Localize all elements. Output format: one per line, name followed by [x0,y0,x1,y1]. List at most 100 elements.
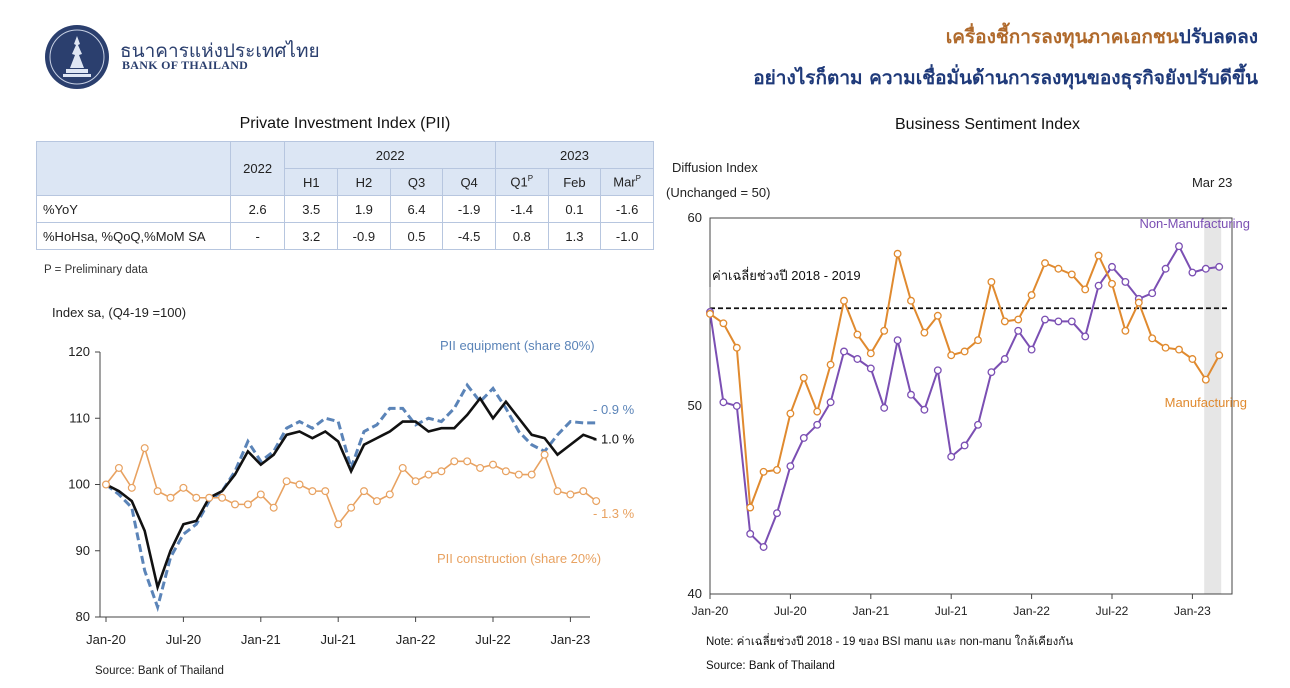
data-point [231,500,240,509]
data-point [732,402,741,410]
legend-equipment: PII equipment (share 80%) [440,338,595,353]
table-cell: -1.4 [494,195,549,223]
table-cell: 3.5 [284,195,339,223]
data-point [799,373,808,382]
table-footnote: P = Preliminary data [44,264,148,276]
data-point [893,336,902,345]
row-label-yoy: %YoY [36,195,231,223]
data-point [527,470,536,479]
pii-table-title: Private Investment Index (PII) [239,115,451,132]
data-point [463,457,472,466]
bsi-index-chart: Mar 23 40 50 60 Jan-20 Jul-20 Jan-21 Jul-21 Jan-… [688,175,1250,672]
highlight-label: Mar 23 [1192,175,1232,190]
data-point [719,398,728,407]
mar-label: Mar [613,174,636,190]
y-tick-label: 90 [76,543,90,558]
data-point [853,330,862,339]
table-header-feb: Feb [547,168,602,196]
table-header-q1: Q1P [494,168,549,196]
data-point [960,441,969,450]
table-header-h1: H1 [284,168,339,196]
data-point [127,483,136,492]
data-point [1215,351,1224,360]
data-point [1041,315,1049,324]
x-tick-label: Jan-21 [852,604,889,618]
bsi-ylabel-line-2: (Unchanged = 50) [666,185,771,200]
data-point [920,328,929,337]
x-tick-label: Jan-21 [241,632,281,647]
x-tick-label: Jan-22 [1013,604,1050,618]
series-end-label: - 0.9 % [593,402,635,417]
average-line-label: ค่าเฉลี่ยช่วงปี 2018 - 2019 [712,267,861,283]
x-tick-label: Jul-20 [774,604,807,618]
data-point [866,364,875,373]
source-label: Source: Bank of Thailand [706,660,835,672]
data-point [540,450,549,459]
data-point [101,480,110,489]
legend-non-manufacturing: Non-Manufacturing [1139,216,1250,231]
table-cell: -1.6 [600,195,654,223]
y-tick-label: 100 [68,477,90,492]
data-point [813,407,822,416]
data-point [385,490,394,499]
bank-of-thailand-logo-seal [45,25,109,89]
legend-manufacturing: Manufacturing [1165,395,1247,410]
data-point [1161,264,1170,273]
data-point [514,470,523,479]
data-point [866,349,875,358]
pii-table: 2022 2022 2023 H1 H2 Q3 Q4 Q1P Feb MarP … [36,141,655,250]
data-point [372,497,381,506]
data-point [1081,332,1090,341]
table-cell: 0.1 [547,195,602,223]
data-point [786,462,795,471]
data-point [1121,277,1130,286]
data-point [1000,355,1009,363]
data-point [799,434,808,442]
x-tick-label: Jan-23 [1174,604,1211,618]
data-point [1054,264,1063,273]
data-point [1108,262,1116,271]
q1-superscript: P [527,174,534,184]
data-point [1121,326,1130,335]
data-point [1188,355,1197,363]
data-point [1148,334,1157,343]
x-tick-label: Jan-20 [86,632,126,647]
data-point [205,493,214,502]
y-tick-label: 50 [688,398,702,413]
table-cell: 6.4 [389,195,444,223]
org-name-thai: ธนาคารแห่งประเทศไทย [120,40,320,62]
data-point [166,493,175,502]
data-point [553,487,562,496]
data-point [489,460,498,469]
data-point [1108,279,1116,288]
data-point [334,520,343,529]
highlight-band [1204,218,1222,594]
x-tick-label: Jul-22 [475,632,510,647]
data-point [933,366,942,375]
series-end-label: - 1.0 % [593,431,635,446]
data-point [1175,242,1183,251]
data-point [1081,285,1090,294]
data-point [759,467,768,476]
data-point [476,463,485,472]
legend-construction: PII construction (share 20%) [437,551,601,566]
headline-part-2: ปรับลดลง [1178,26,1258,48]
table-row: %HoHsa, %QoQ,%MoM SA - 3.2 -0.9 0.5 -4.5… [36,222,654,250]
row-label-sa: %HoHsa, %QoQ,%MoM SA [36,222,231,250]
data-point [114,463,123,472]
q1-label: Q1 [510,174,528,190]
series-line [105,396,597,592]
x-tick-label: Jul-22 [1096,604,1129,618]
data-point [450,457,459,466]
y-tick-label: 80 [76,609,90,624]
headline-part-1: เครื่องชี้การลงทุนภาคเอกชน [945,26,1179,48]
data-point [987,368,996,377]
data-point [295,480,304,489]
data-point [282,477,291,486]
data-point [437,467,446,476]
data-point [1067,270,1076,279]
note-label: Note: ค่าเฉลี่ยช่วงปี 2018 - 19 ของ BSI … [706,633,1073,648]
data-point [1201,375,1210,384]
data-point [786,409,795,418]
table-cell: 1.3 [547,222,602,250]
